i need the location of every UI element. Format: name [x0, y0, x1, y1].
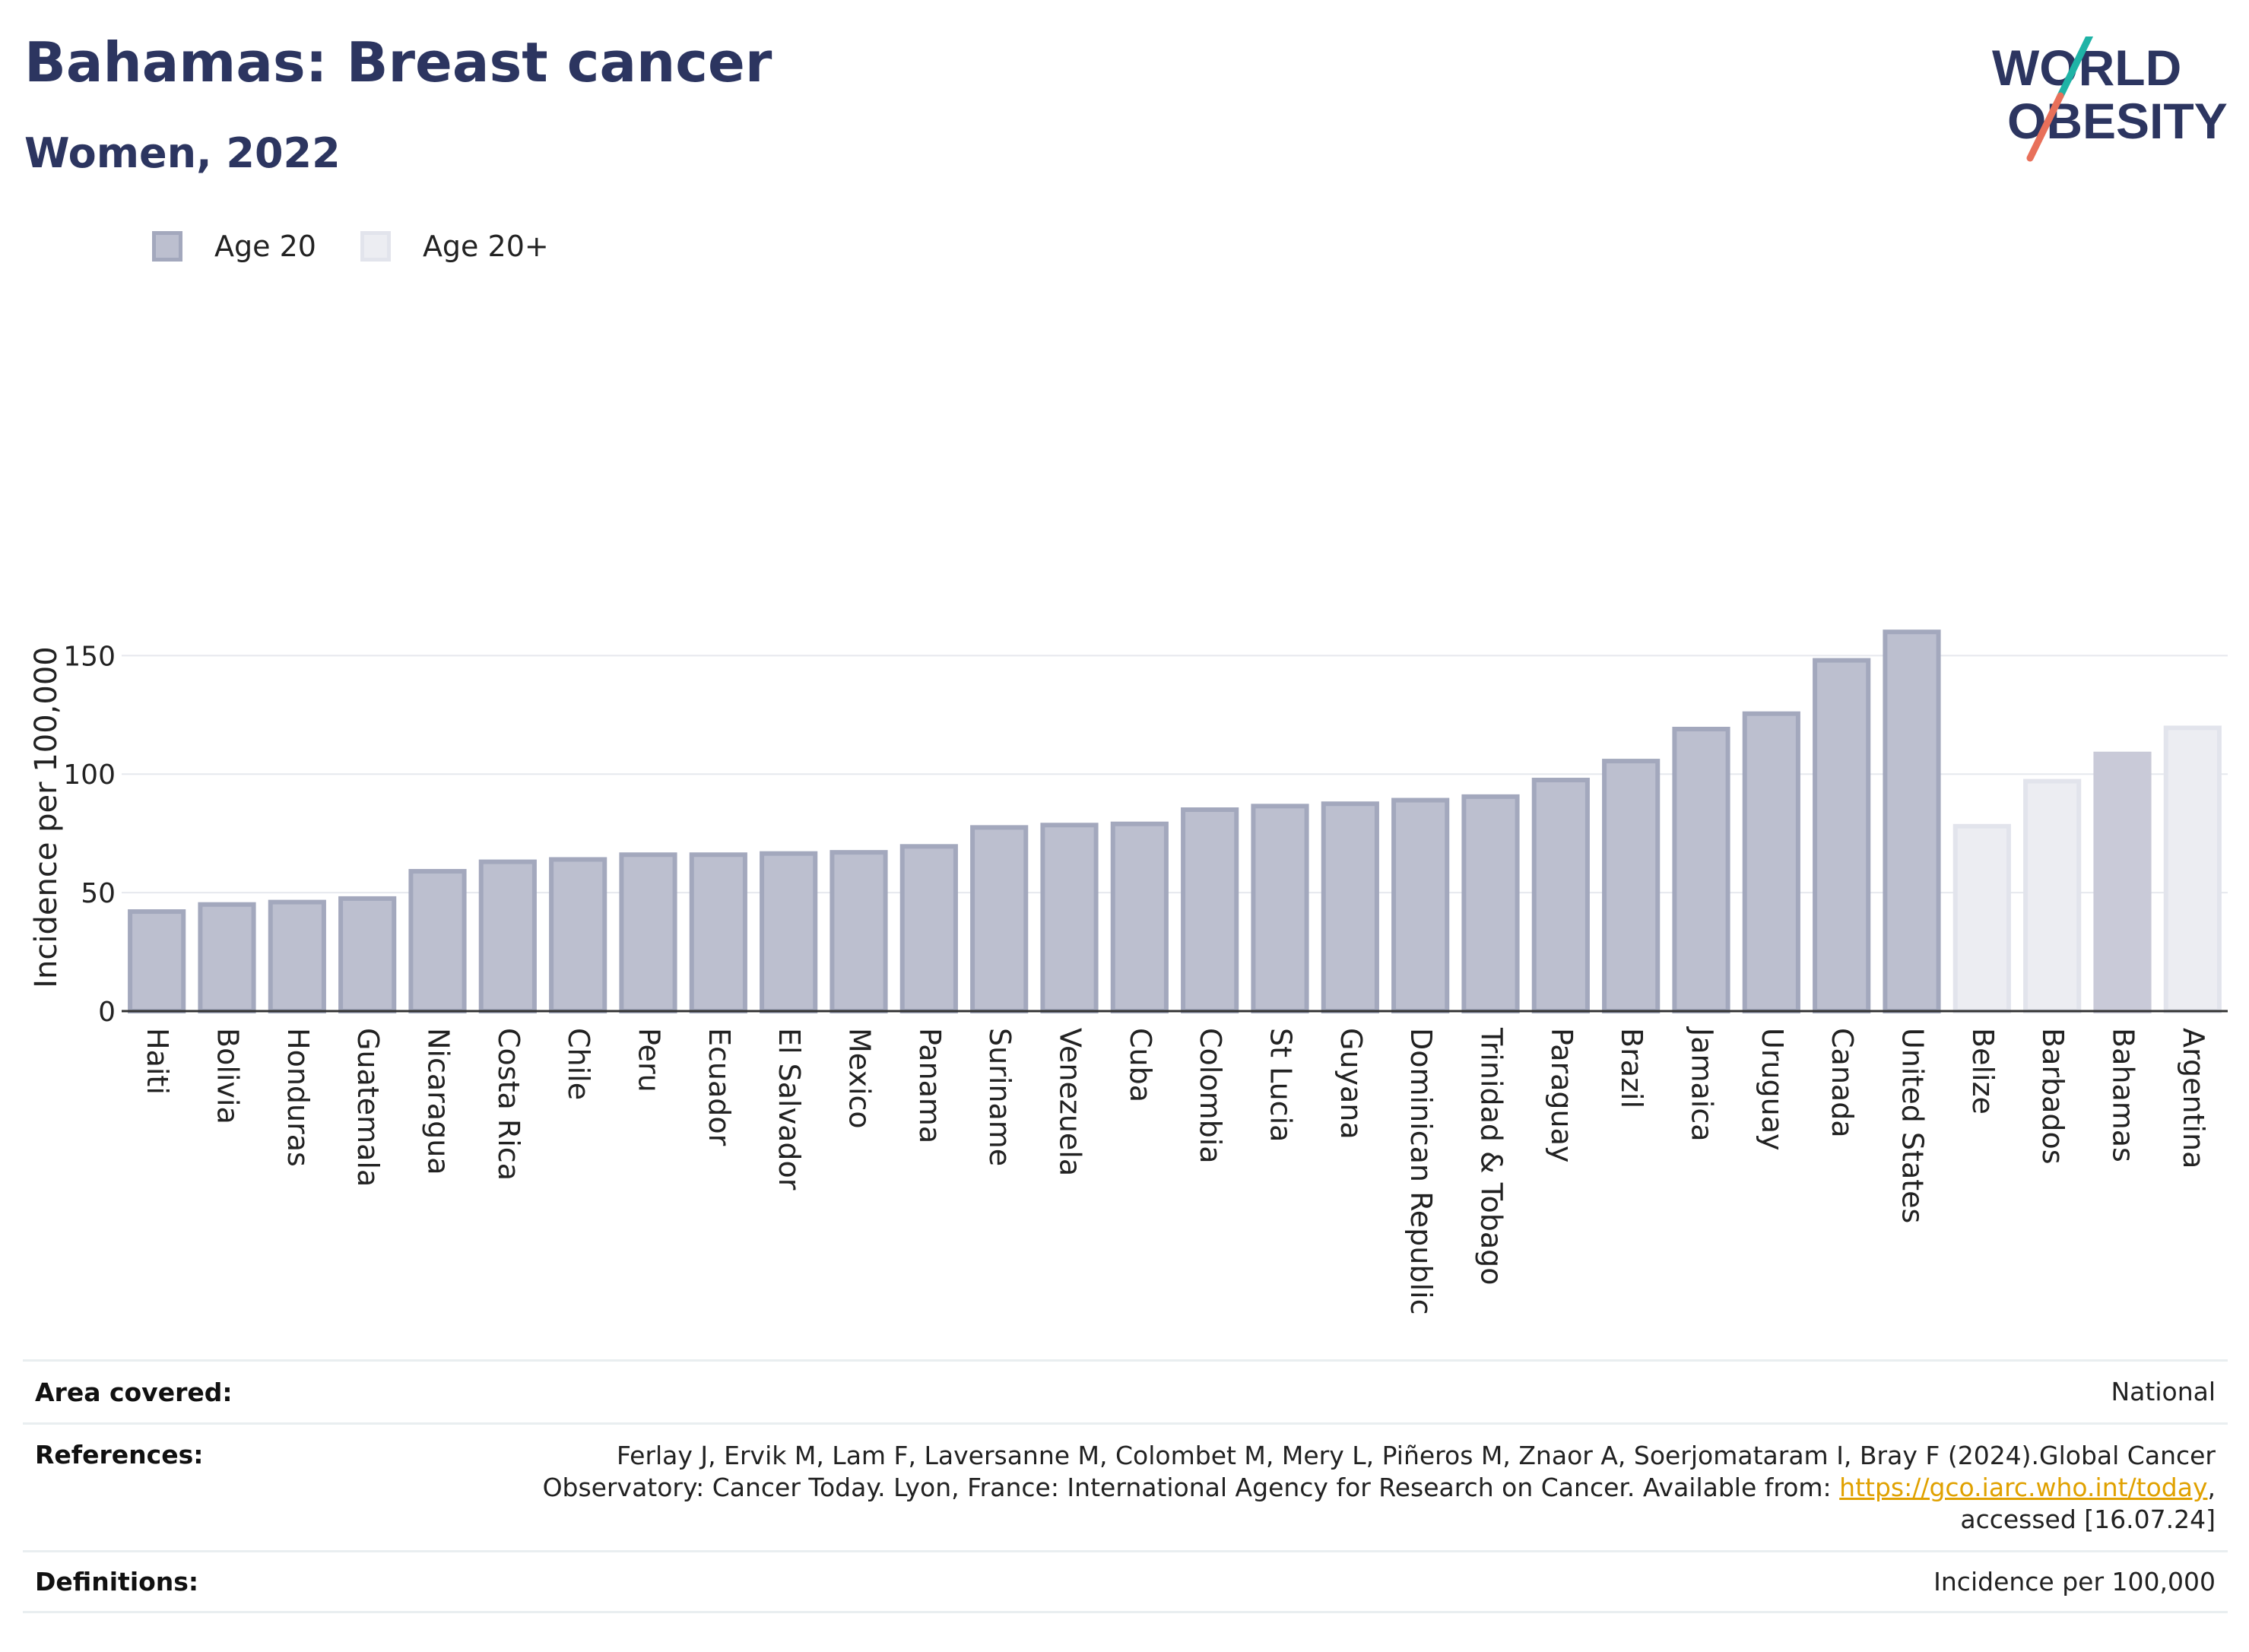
bar-costa-rica: [478, 859, 537, 1014]
bar-argentina: [2163, 725, 2222, 1013]
area-value: National: [2111, 1377, 2216, 1406]
references-line-1: Ferlay J, Ervik M, Lam F, Laversanne M, …: [616, 1441, 2216, 1470]
bar-dominican-republic: [1391, 797, 1450, 1013]
bar-jamaica: [1672, 727, 1730, 1013]
y-axis-label: Incidence per 100,000: [29, 646, 64, 988]
bar-ecuador: [689, 852, 747, 1013]
x-tick-label: Panama: [913, 1028, 947, 1143]
bar-canada: [1813, 658, 1871, 1013]
legend-label-age-20: Age 20: [214, 230, 316, 263]
legend-swatch-age-20: [152, 231, 182, 262]
bar-paraguay: [1531, 778, 1590, 1013]
x-tick-label: Argentina: [2177, 1028, 2210, 1168]
bar-colombia: [1181, 807, 1239, 1013]
x-tick-label: El Salvador: [772, 1028, 806, 1191]
x-tick-label: Mexico: [843, 1028, 877, 1129]
bar-peru: [619, 852, 677, 1013]
references-line-2: Observatory: Cancer Today. Lyon, France:…: [543, 1472, 2216, 1504]
x-tick-label: Suriname: [983, 1028, 1017, 1166]
bar-brazil: [1602, 759, 1661, 1014]
bar-mexico: [829, 850, 888, 1014]
bar-belize: [1952, 823, 2011, 1014]
info-table: Area covered: National References: Ferla…: [23, 1359, 2228, 1613]
bar-el-salvador: [760, 851, 818, 1013]
legend-item-age-20-plus[interactable]: Age 20+: [360, 230, 549, 263]
y-tick-label: 50: [81, 878, 116, 909]
x-tick-label: St Lucia: [1264, 1028, 1298, 1142]
x-tick-label: Colombia: [1194, 1028, 1227, 1164]
references-line-3: accessed [16.07.24]: [1960, 1505, 2216, 1534]
references-line-2-text: Observatory: Cancer Today. Lyon, France:…: [542, 1473, 1840, 1502]
x-tick-label: Brazil: [1615, 1028, 1648, 1108]
bar-honduras: [268, 899, 326, 1014]
x-tick-label: Peru: [633, 1028, 666, 1092]
references-line-2-end: ,: [2207, 1473, 2216, 1502]
legend-item-age-20[interactable]: Age 20: [152, 230, 316, 263]
bar-barbados: [2023, 778, 2082, 1014]
x-tick-label: Belize: [1966, 1028, 2000, 1115]
x-tick-label: Guatemala: [351, 1028, 385, 1187]
definitions-value: Incidence per 100,000: [1933, 1566, 2216, 1597]
bar-uruguay: [1742, 711, 1800, 1013]
x-tick-label: Barbados: [2036, 1028, 2070, 1165]
y-tick-label: 150: [63, 641, 116, 672]
world-obesity-logo: WORLD OBESITY: [1992, 36, 2228, 162]
info-row-references: References: Ferlay J, Ervik M, Lam F, La…: [23, 1422, 2228, 1550]
info-row-definitions: Definitions: Incidence per 100,000: [23, 1550, 2228, 1613]
logo-slash-teal: [2057, 36, 2094, 100]
x-tick-label: Canada: [1826, 1028, 1859, 1138]
x-tick-label: Cuba: [1124, 1028, 1157, 1102]
x-tick-label: Venezuela: [1054, 1028, 1087, 1176]
definitions-label: Definitions:: [35, 1567, 199, 1597]
x-tick-label: Uruguay: [1756, 1028, 1789, 1151]
x-tick-label: Honduras: [281, 1028, 315, 1167]
chart-title: Bahamas: Breast cancer: [24, 30, 772, 94]
bar-united-states: [1883, 629, 1941, 1013]
bar-chile: [549, 857, 607, 1013]
x-tick-label: Jamaica: [1686, 1026, 1719, 1142]
legend: Age 20 Age 20+: [152, 225, 593, 268]
bar-cuba: [1110, 821, 1169, 1013]
bar-guatemala: [338, 896, 397, 1013]
logo-word-obesity: OBESITY: [2007, 93, 2228, 149]
legend-label-age-20-plus: Age 20+: [422, 230, 549, 263]
x-tick-label: Bolivia: [211, 1028, 245, 1124]
logo-slash-coral: [2026, 92, 2064, 162]
x-tick-label: Trinidad & Tobago: [1475, 1027, 1508, 1286]
x-tick-label: Ecuador: [703, 1028, 736, 1146]
x-tick-label: Bahamas: [2107, 1028, 2140, 1162]
chart-subtitle: Women, 2022: [24, 129, 341, 177]
x-tick-label: Dominican Republic: [1404, 1028, 1438, 1314]
bar-bolivia: [198, 902, 256, 1013]
references-value: Ferlay J, Ervik M, Lam F, Laversanne M, …: [543, 1440, 2228, 1550]
x-tick-label: Paraguay: [1545, 1028, 1578, 1162]
bar-bahamas: [2093, 751, 2152, 1013]
bar-guyana: [1321, 801, 1379, 1013]
x-tick-label: Guyana: [1334, 1028, 1368, 1140]
bar-nicaragua: [408, 869, 467, 1014]
y-tick-label: 100: [63, 759, 116, 791]
legend-swatch-age-20-plus: [360, 231, 391, 262]
info-row-area: Area covered: National: [23, 1359, 2228, 1422]
x-tick-label: Costa Rica: [492, 1028, 525, 1181]
bar-trinidad-tobago: [1461, 794, 1520, 1014]
bar-suriname: [970, 825, 1029, 1013]
bar-st-lucia: [1251, 804, 1309, 1014]
x-tick-label: Nicaragua: [422, 1028, 455, 1175]
bar-panama: [899, 844, 958, 1014]
references-label: References:: [35, 1440, 204, 1470]
area-label: Area covered:: [35, 1377, 233, 1407]
x-tick-label: Chile: [562, 1028, 595, 1100]
bar-haiti: [128, 909, 186, 1014]
x-tick-label: Haiti: [141, 1028, 174, 1095]
references-link[interactable]: https://gco.iarc.who.int/today: [1839, 1473, 2208, 1502]
x-tick-label: United States: [1896, 1028, 1930, 1223]
bar-venezuela: [1040, 823, 1099, 1013]
y-tick-label: 0: [98, 997, 116, 1028]
